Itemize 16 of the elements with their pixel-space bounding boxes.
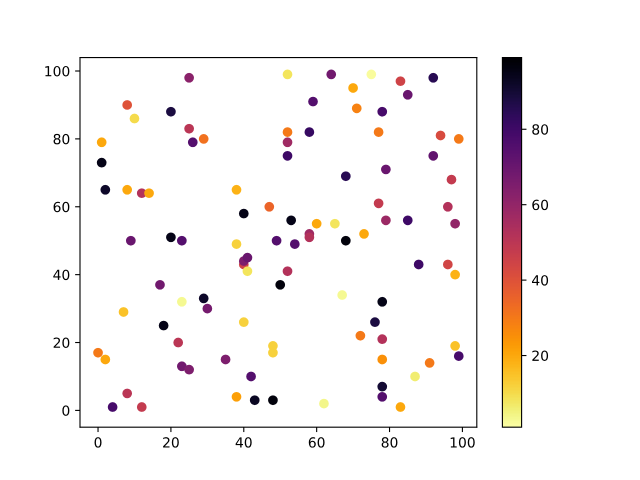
x-tick-label: 80 — [382, 437, 398, 448]
y-tick-label: 100 — [45, 66, 70, 76]
color-bar-label: 80 — [532, 124, 548, 135]
color-bar-label: 60 — [532, 200, 548, 210]
y-tick-label: 0 — [62, 405, 70, 416]
y-tick-label: 60 — [54, 202, 70, 212]
x-tick-label: 60 — [308, 437, 325, 448]
x-tick-label: 100 — [450, 437, 475, 448]
color-bar-label: 20 — [532, 350, 548, 362]
y-tick-label: 40 — [53, 270, 70, 280]
y-tick-label: 80 — [54, 134, 70, 144]
color-bar-label: 40 — [532, 275, 548, 286]
x-tick-label: 20 — [163, 437, 179, 448]
x-tick-label: 0 — [94, 437, 102, 448]
x-tick-label: 40 — [236, 437, 252, 448]
y-tick-label: 20 — [54, 337, 70, 348]
